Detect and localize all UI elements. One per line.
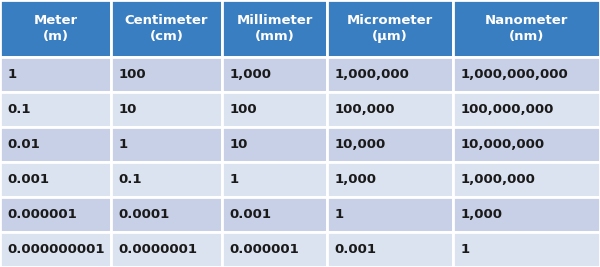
Text: 0.001: 0.001 — [7, 173, 49, 186]
Bar — [453, 57, 600, 92]
Text: Meter
(m): Meter (m) — [34, 14, 77, 43]
Text: 1,000: 1,000 — [334, 173, 376, 186]
Text: 10,000: 10,000 — [334, 138, 385, 151]
Text: 1,000,000: 1,000,000 — [460, 173, 535, 186]
Bar — [111, 57, 222, 92]
Bar — [0, 162, 111, 197]
Bar — [111, 197, 222, 232]
Text: Nanometer
(nm): Nanometer (nm) — [485, 14, 568, 43]
Bar — [453, 0, 600, 57]
Bar — [111, 0, 222, 57]
Bar — [0, 232, 111, 267]
Bar — [111, 232, 222, 267]
Bar — [453, 197, 600, 232]
Text: 10,000,000: 10,000,000 — [460, 138, 544, 151]
Text: 0.0000001: 0.0000001 — [118, 243, 197, 256]
Bar — [222, 232, 327, 267]
Text: 0.0001: 0.0001 — [118, 208, 169, 221]
Bar — [453, 127, 600, 162]
Text: 0.000001: 0.000001 — [7, 208, 77, 221]
Text: Millimeter
(mm): Millimeter (mm) — [236, 14, 313, 43]
Bar — [327, 92, 453, 127]
Bar — [327, 162, 453, 197]
Text: 1,000,000: 1,000,000 — [334, 68, 409, 81]
Text: 1: 1 — [7, 68, 16, 81]
Text: 100,000,000: 100,000,000 — [460, 103, 554, 116]
Bar — [327, 0, 453, 57]
Text: 0.1: 0.1 — [118, 173, 142, 186]
Text: 100: 100 — [118, 68, 146, 81]
Bar — [327, 197, 453, 232]
Text: 100: 100 — [229, 103, 257, 116]
Text: 1,000: 1,000 — [460, 208, 502, 221]
Bar — [327, 232, 453, 267]
Bar — [327, 127, 453, 162]
Text: 1: 1 — [118, 138, 127, 151]
Bar — [453, 92, 600, 127]
Bar — [0, 197, 111, 232]
Bar — [453, 232, 600, 267]
Bar — [222, 197, 327, 232]
Text: 1: 1 — [334, 208, 343, 221]
Bar — [0, 57, 111, 92]
Bar — [222, 57, 327, 92]
Bar — [453, 162, 600, 197]
Bar — [111, 162, 222, 197]
Text: 0.000001: 0.000001 — [229, 243, 299, 256]
Text: 1: 1 — [460, 243, 469, 256]
Text: 100,000: 100,000 — [334, 103, 395, 116]
Text: 1,000: 1,000 — [229, 68, 271, 81]
Bar — [222, 0, 327, 57]
Text: 1,000,000,000: 1,000,000,000 — [460, 68, 568, 81]
Bar — [0, 92, 111, 127]
Text: 0.01: 0.01 — [7, 138, 40, 151]
Text: 10: 10 — [229, 138, 248, 151]
Bar — [111, 127, 222, 162]
Bar — [327, 57, 453, 92]
Bar — [0, 127, 111, 162]
Text: 0.001: 0.001 — [229, 208, 271, 221]
Text: Micrometer
(μm): Micrometer (μm) — [347, 14, 433, 43]
Text: 0.001: 0.001 — [334, 243, 376, 256]
Text: 10: 10 — [118, 103, 137, 116]
Text: 0.1: 0.1 — [7, 103, 31, 116]
Text: 0.000000001: 0.000000001 — [7, 243, 105, 256]
Bar — [222, 127, 327, 162]
Bar — [222, 92, 327, 127]
Bar — [111, 92, 222, 127]
Text: Centimeter
(cm): Centimeter (cm) — [125, 14, 208, 43]
Bar — [0, 0, 111, 57]
Text: 1: 1 — [229, 173, 238, 186]
Bar — [222, 162, 327, 197]
